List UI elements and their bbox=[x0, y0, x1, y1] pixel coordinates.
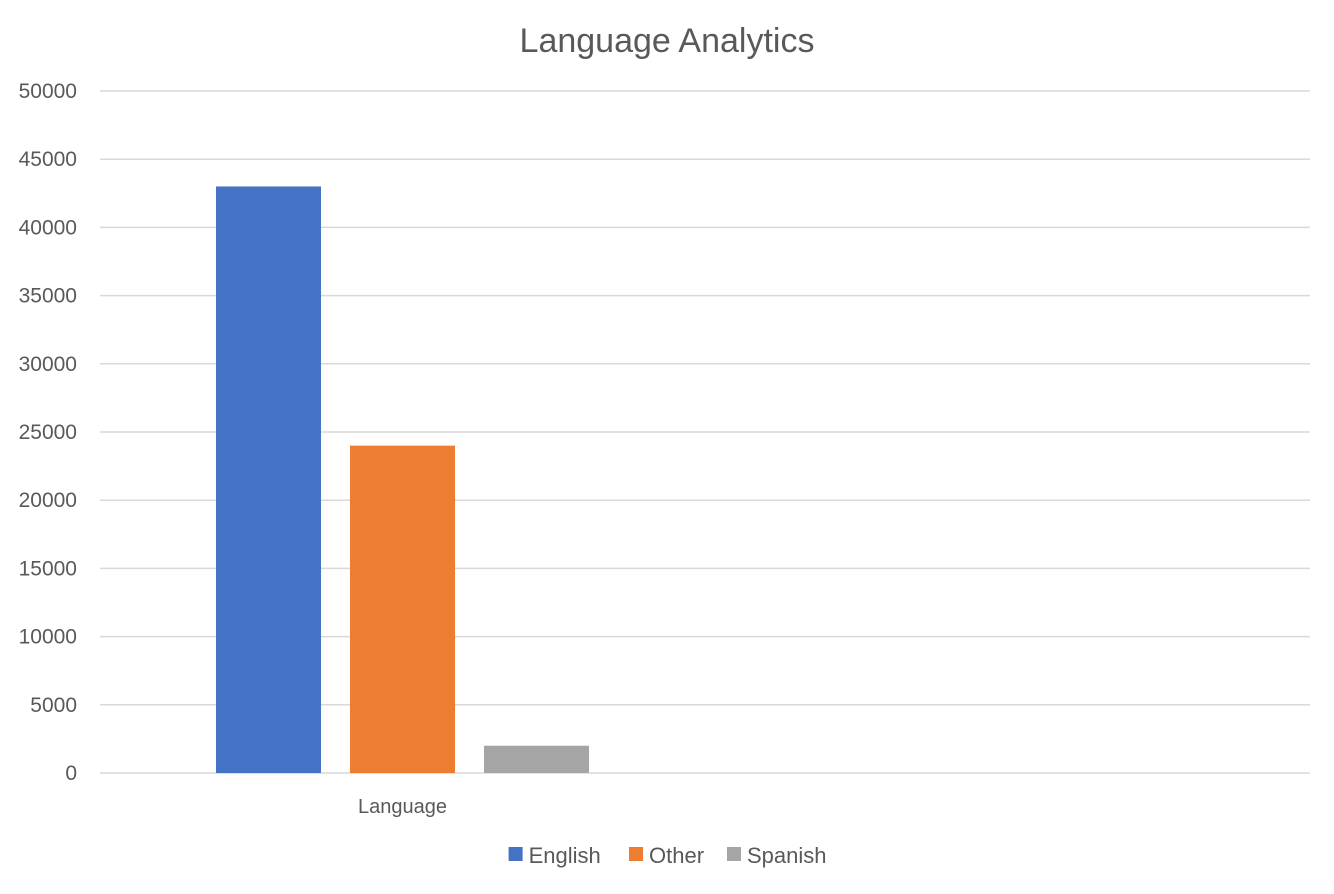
x-axis-category-labels: Language bbox=[358, 796, 447, 818]
y-axis-tick-labels: 0 5000 10000 15000 20000 25000 30000 35000 40000… bbox=[19, 80, 77, 785]
bar-other bbox=[350, 445, 455, 773]
y-tick-label: 40000 bbox=[19, 216, 77, 239]
y-tick-label: 45000 bbox=[19, 148, 77, 171]
y-tick-label: 30000 bbox=[19, 353, 77, 376]
chart-title: Language Analytics bbox=[520, 22, 815, 60]
y-tick-label: 50000 bbox=[19, 80, 77, 103]
y-tick-label: 10000 bbox=[19, 626, 77, 649]
y-tick-label: 35000 bbox=[19, 285, 77, 308]
y-tick-label: 0 bbox=[65, 762, 77, 785]
legend-item-spanish: Spanish bbox=[727, 843, 827, 868]
legend: English Other Spanish bbox=[508, 843, 827, 868]
legend-label: Spanish bbox=[747, 843, 827, 868]
x-category-label: Language bbox=[358, 796, 447, 818]
legend-swatch bbox=[508, 847, 523, 861]
legend-item-other: Other bbox=[629, 843, 704, 868]
y-tick-label: 20000 bbox=[19, 489, 77, 512]
y-tick-label: 5000 bbox=[30, 694, 77, 717]
bar-english bbox=[216, 186, 321, 774]
legend-swatch bbox=[629, 847, 643, 861]
legend-label: English bbox=[529, 843, 601, 868]
bar-spanish bbox=[484, 745, 589, 773]
legend-item-english: English bbox=[508, 843, 601, 868]
y-tick-label: 15000 bbox=[19, 557, 77, 580]
legend-label: Other bbox=[649, 843, 704, 868]
y-tick-label: 25000 bbox=[19, 421, 77, 444]
bars bbox=[216, 186, 589, 774]
legend-swatch bbox=[727, 847, 741, 861]
